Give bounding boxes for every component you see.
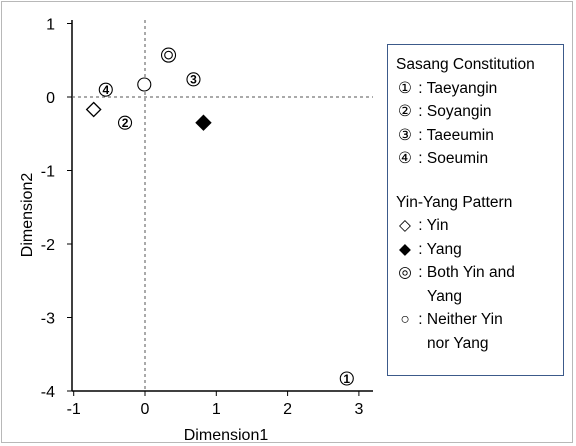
legend-item-neither: ○ : Neither Yin [396,308,557,332]
data-point-diamond-open [85,101,102,118]
data-marks: 1 2 3 4 [85,47,354,386]
y-tick-label: -2 [41,237,55,254]
open-circle-mark [137,77,152,92]
circled-3-symbol: ③ [398,126,412,144]
legend-label: : Soyangin [414,103,492,120]
x-tick-label: 1 [212,401,221,418]
legend-label: : Both Yin and [414,264,515,281]
y-tick-label: -1 [41,164,55,181]
open-diamond-symbol: ◇ [399,217,411,234]
legend-label-continuation: Yang [427,287,463,305]
legend-label: : Soeumin [414,150,489,167]
double-circle-outer [160,47,177,63]
double-circle-symbol: ◎ [398,264,412,281]
legend-label: : Taeyangin [414,79,498,97]
x-tick-label: 0 [141,401,150,418]
legend-title-constitution: Sasang Constitution [396,56,535,73]
data-point-double-circle [160,47,177,63]
circled-number-ring [117,115,133,130]
y-tick-label: -4 [41,384,55,401]
data-point-circled-4: 4 [98,82,113,97]
circled-number-label: 3 [190,73,197,87]
circled-4-symbol: ④ [398,150,412,167]
tick-labels: -1 0 1 2 3 1 0 -1 -2 -3 -4 [41,17,364,419]
circled-1-symbol: ① [398,79,412,97]
data-point-diamond-filled [195,114,212,131]
x-tick-label: -1 [67,401,81,418]
x-tick-label: 3 [354,401,363,418]
legend-item-yang: ◆ : Yang [396,238,557,262]
data-point-circle-open [137,77,152,92]
legend-item-yin: ◇ : Yin [396,214,557,238]
legend-item-taeeumin: ③ : Taeeumin [396,124,557,148]
legend: Sasang Constitution ① : Taeyangin ② : So… [387,44,564,376]
double-circle-inner [164,50,173,60]
open-diamond-mark [85,101,102,118]
data-point-circled-2: 2 [117,115,133,130]
legend-item-both: ◎ : Both Yin and [396,261,557,285]
legend-label: : Neither Yin [414,311,503,328]
y-tick-label: -3 [41,311,55,328]
data-point-circled-1: 1 [339,371,354,386]
legend-item-soyangin: ② : Soyangin [396,100,557,124]
legend-label-continuation: nor Yang [427,334,489,352]
filled-diamond-symbol: ◆ [399,240,411,258]
legend-item-soeumin: ④ : Soeumin [396,147,557,171]
legend-item-taeyangin: ① : Taeyangin [396,77,557,101]
axes [67,20,373,396]
y-tick-label: 0 [46,90,55,107]
legend-label: : Yin [414,217,449,234]
legend-label: : Yang [414,240,462,258]
x-tick-label: 2 [283,401,292,418]
circled-number-label: 1 [343,372,350,386]
circled-number-label: 2 [122,116,129,130]
open-circle-symbol: ○ [400,311,410,328]
y-axis-title: Dimension2 [19,173,36,258]
y-tick-label: 1 [46,17,55,34]
circled-number-ring [98,82,113,97]
circled-number-label: 4 [102,83,109,97]
filled-diamond-mark [195,114,212,131]
circled-2-symbol: ② [398,103,412,120]
data-point-circled-3: 3 [186,72,201,87]
circled-number-ring [186,72,201,87]
circled-number-ring [339,371,354,386]
x-axis-title: Dimension1 [184,427,269,444]
legend-title-yin-yang: Yin-Yang Pattern [396,193,513,211]
legend-label: : Taeeumin [414,126,494,144]
